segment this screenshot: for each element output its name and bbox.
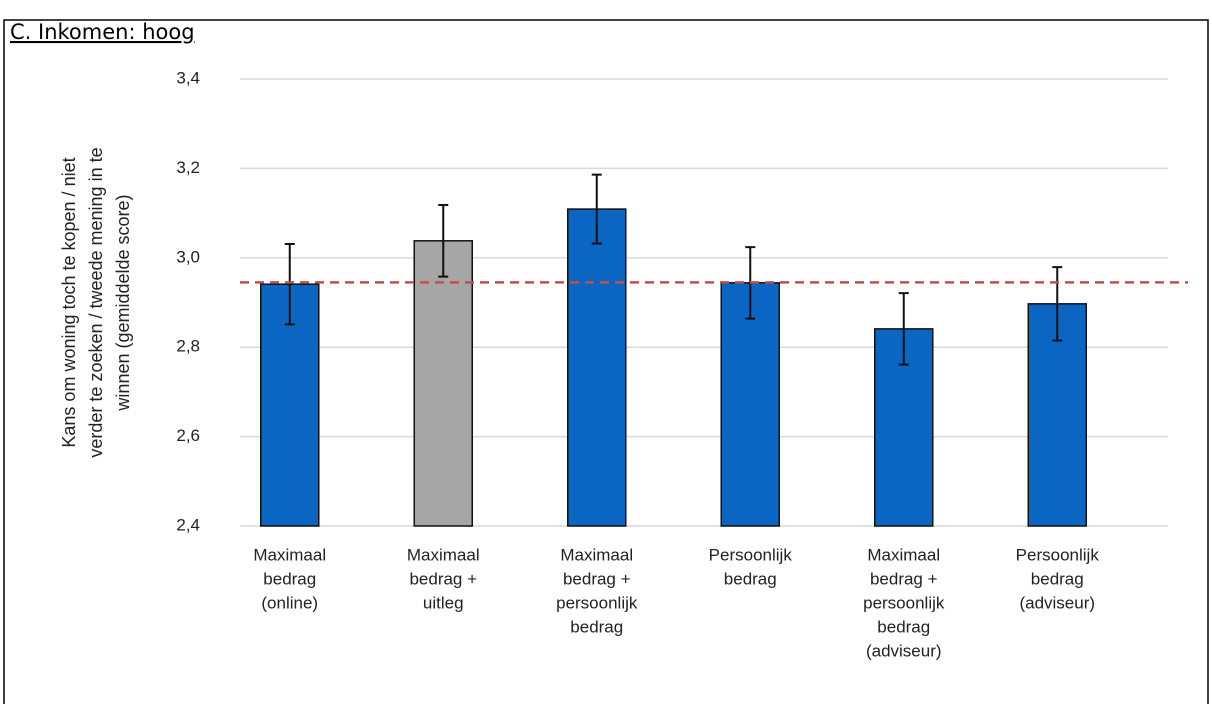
bar bbox=[567, 208, 627, 527]
x-tick-label: (adviseur) bbox=[866, 641, 942, 660]
x-tick-label: Maximaal bbox=[253, 545, 326, 564]
x-tick-label: (adviseur) bbox=[1019, 593, 1095, 612]
x-tick-label: bedrag bbox=[724, 569, 777, 588]
x-tick-label: Maximaal bbox=[560, 545, 633, 564]
x-tick-label: bedrag bbox=[1031, 569, 1084, 588]
x-tick-label: bedrag bbox=[570, 617, 623, 636]
frame bbox=[3, 19, 1209, 704]
x-tick-label: Persoonlijk bbox=[709, 545, 793, 564]
x-tick-label: bedrag + bbox=[870, 569, 938, 588]
x-tick-label: bedrag + bbox=[409, 569, 477, 588]
y-tick-label: 3,2 bbox=[176, 158, 200, 177]
error-bar bbox=[591, 173, 602, 245]
x-tick-label: persoonlijk bbox=[863, 593, 945, 612]
bar bbox=[720, 282, 780, 527]
y-axis-label: winnen (gemiddelde score) bbox=[113, 194, 133, 411]
x-tick-label: uitleg bbox=[423, 593, 464, 612]
x-tick-label: bedrag bbox=[263, 569, 316, 588]
error-bar bbox=[284, 242, 295, 326]
chart-title: C. Inkomen: hoog bbox=[10, 20, 195, 44]
error-bar bbox=[1052, 266, 1063, 342]
y-tick-label: 2,8 bbox=[176, 337, 200, 356]
x-tick-label: Persoonlijk bbox=[1016, 545, 1100, 564]
x-tick-label: Maximaal bbox=[407, 545, 480, 564]
y-tick-label: 2,4 bbox=[176, 515, 200, 534]
y-axis-label: Kans om woning toch te kopen / niet bbox=[59, 157, 79, 447]
error-bar bbox=[898, 292, 909, 366]
bar bbox=[413, 240, 473, 527]
y-tick-label: 3,0 bbox=[176, 247, 200, 266]
x-tick-label: persoonlijk bbox=[556, 593, 638, 612]
x-tick-label: Maximaal bbox=[867, 545, 940, 564]
x-tick-label: (online) bbox=[261, 593, 318, 612]
x-tick-label: bedrag bbox=[877, 617, 930, 636]
y-tick-label: 2,6 bbox=[176, 426, 200, 445]
y-axis-label: verder te zoeken / tweede mening in te bbox=[86, 147, 106, 457]
x-tick-label: bedrag + bbox=[563, 569, 631, 588]
y-tick-label: 3,4 bbox=[176, 68, 200, 87]
error-bar bbox=[438, 204, 449, 278]
